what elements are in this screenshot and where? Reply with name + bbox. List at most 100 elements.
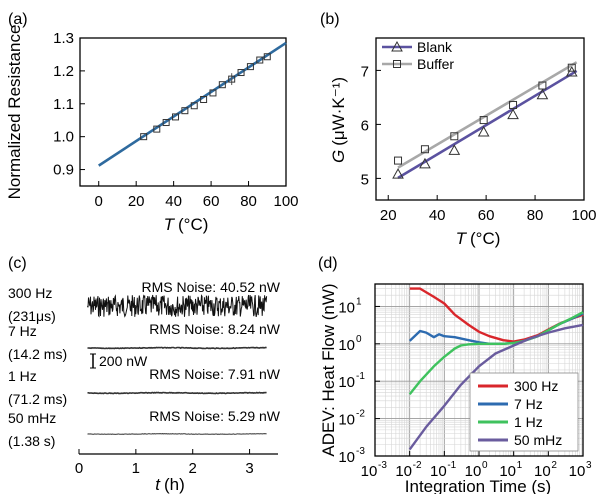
triangle-marker xyxy=(419,157,431,169)
panel-b-label: (b) xyxy=(320,11,340,28)
x-tick-label: 60 xyxy=(203,193,220,210)
panel-b-ylabel-unit: (μW·K⁻¹) xyxy=(329,77,348,146)
data-point xyxy=(218,81,226,89)
trace-period: (71.2 ms) xyxy=(8,391,67,407)
panel-c-xlabel-unit: (h) xyxy=(164,475,185,494)
x-tick-exponent: 2 xyxy=(551,460,557,471)
panel-a-frame xyxy=(79,37,287,187)
x-tick-label: 10 xyxy=(361,463,378,480)
x-tick-label: 10 xyxy=(499,463,516,480)
noise-trace xyxy=(87,391,267,395)
y-tick-label: 5 xyxy=(361,171,369,188)
panel-d-legend: 300 Hz 7 Hz 1 Hz 50 mHz xyxy=(469,372,579,452)
y-tick-label: 1.2 xyxy=(53,63,74,80)
triangle-marker xyxy=(536,88,549,100)
triangle-marker xyxy=(392,168,404,179)
noise-trace xyxy=(87,346,267,350)
y-tick-label: 7 xyxy=(361,63,369,80)
x-tick-exponent: -3 xyxy=(378,460,387,471)
y-tick-label: 10 xyxy=(338,449,355,466)
panel-c-label: (c) xyxy=(8,255,27,272)
trace-period: (14.2 ms) xyxy=(8,346,67,362)
x-tick-label: 10 xyxy=(430,463,447,480)
panel-b-xlabel-unit: (°C) xyxy=(470,229,500,248)
rms-noise-label: RMS Noise: 7.91 nW xyxy=(149,366,280,382)
data-point xyxy=(172,113,180,121)
rms-noise-label: RMS Noise: 40.52 nW xyxy=(142,279,281,295)
data-point xyxy=(153,125,161,133)
x-tick-label: 60 xyxy=(478,207,495,224)
panel-a-label: (a) xyxy=(8,11,28,28)
trace-frequency: 50 mHz xyxy=(8,410,56,426)
x-tick-label: 3 xyxy=(245,460,253,477)
x-tick-exponent: 3 xyxy=(586,460,592,471)
data-point xyxy=(256,56,264,64)
panel-d: (d) 10 -3 10 -2 10 -1 10 0 10 1 10 2 10 3 10 -310 -210-… xyxy=(318,255,592,494)
x-tick-exponent: 1 xyxy=(517,460,523,471)
square-marker xyxy=(538,81,547,90)
y-tick-label: 0.9 xyxy=(53,162,74,179)
panel-b-xlabel-var: T xyxy=(456,229,468,248)
y-tick-exponent: -3 xyxy=(356,446,365,457)
panel-a: (a) 0 20 40 60 80 100 0.9 1.0 1.1 1.2 1.3 T (°C) N… xyxy=(5,11,299,234)
data-point xyxy=(209,89,217,97)
noise-trace xyxy=(87,294,268,318)
square-marker xyxy=(509,100,518,109)
legend-label: 50 mHz xyxy=(514,432,562,448)
trace-period: (1.38 s) xyxy=(8,433,55,449)
panel-a-xlabel: T (°C) xyxy=(164,215,209,234)
y-tick-label: 6 xyxy=(361,117,369,134)
x-tick-label: 80 xyxy=(527,207,544,224)
y-tick-label: 1.1 xyxy=(53,96,74,113)
trace-frequency: 300 Hz xyxy=(8,285,52,301)
x-tick-label: 100 xyxy=(571,207,596,224)
x-tick-label: 100 xyxy=(273,193,298,210)
legend-label: Blank xyxy=(417,39,453,55)
panel-a-ylabel: Normalized Resistance xyxy=(5,25,24,200)
x-tick-exponent: -1 xyxy=(447,460,456,471)
data-point xyxy=(228,75,236,83)
data-point xyxy=(237,69,245,77)
square-marker xyxy=(394,156,403,165)
y-tick-exponent: 0 xyxy=(356,334,362,345)
panel-b-frame xyxy=(375,37,585,201)
x-tick-label: 20 xyxy=(128,193,145,210)
x-tick-label: 20 xyxy=(380,207,397,224)
panel-d-ylabel: ADEV: Heat Flow (nW) xyxy=(319,283,338,456)
series-line xyxy=(409,287,584,343)
triangle-marker xyxy=(448,144,461,155)
panel-c-xlabel: t (h) xyxy=(155,475,185,494)
panel-c: (c) 0 1 2 3 300 Hz (231μs) RMS Noise: 40.52 n… xyxy=(8,255,281,494)
x-tick-label: 40 xyxy=(165,193,182,210)
trace-frequency: 7 Hz xyxy=(8,323,37,339)
data-point xyxy=(263,53,271,61)
noise-trace xyxy=(87,433,267,435)
x-tick-label: 10 xyxy=(569,463,586,480)
triangle-marker xyxy=(507,108,519,120)
fit-line xyxy=(98,41,287,167)
legend-label: 7 Hz xyxy=(514,396,543,412)
y-tick-label: 1.3 xyxy=(53,30,74,47)
legend-label: Buffer xyxy=(417,56,454,72)
x-tick-exponent: 0 xyxy=(482,460,488,471)
panel-c-xlabel-var: t xyxy=(155,475,161,494)
panel-d-xlabel: Integration Time (s) xyxy=(405,477,551,494)
square-marker xyxy=(479,116,488,125)
y-tick-exponent: 1 xyxy=(356,296,362,307)
x-tick-label: 10 xyxy=(395,463,412,480)
y-tick-label: 1.0 xyxy=(53,129,74,146)
data-point xyxy=(246,63,254,71)
fit-line-blank xyxy=(397,69,578,179)
rms-noise-label: RMS Noise: 5.29 nW xyxy=(149,408,280,424)
y-tick-exponent: -2 xyxy=(356,409,365,420)
x-tick-label: 10 xyxy=(465,463,482,480)
x-tick-label: 2 xyxy=(189,460,197,477)
data-point xyxy=(162,119,170,127)
x-tick-label: 40 xyxy=(429,207,446,224)
panel-d-label: (d) xyxy=(318,255,338,272)
panel-b-xlabel: T (°C) xyxy=(456,229,501,248)
data-point xyxy=(140,133,148,141)
